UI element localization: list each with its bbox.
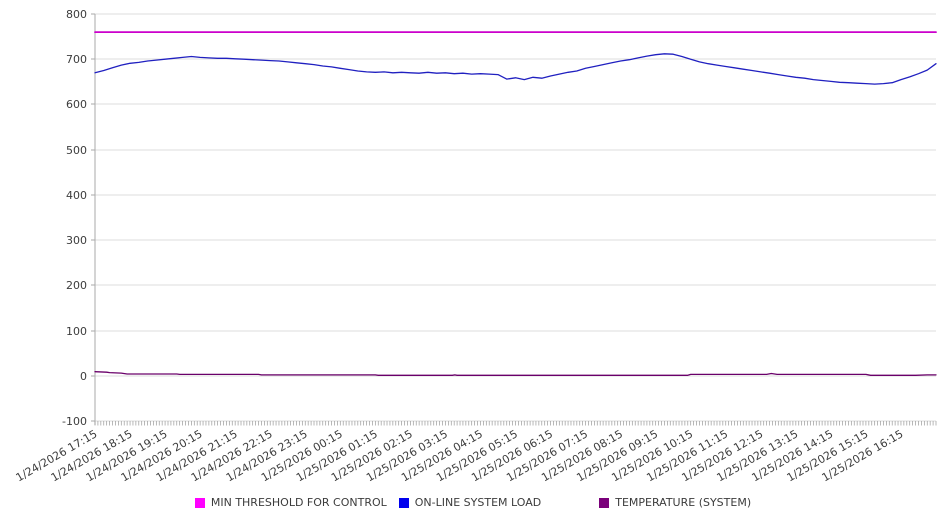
legend-label-min-threshold: MIN THRESHOLD FOR CONTROL <box>210 496 387 509</box>
svg-text:500: 500 <box>66 144 87 157</box>
x-minor-ticks <box>94 421 937 426</box>
svg-text:100: 100 <box>66 325 87 338</box>
chart-area: 800 700 600 500 400 300 200 100 0 -100 1/24/2026 1… <box>14 8 937 484</box>
svg-text:400: 400 <box>66 189 87 202</box>
y-tick-marks <box>91 13 95 422</box>
legend-label-temperature: TEMPERATURE (SYSTEM) <box>615 496 752 509</box>
y-tick-labels: 800 700 600 500 400 300 200 100 0 -100 <box>62 8 87 428</box>
legend-label-system-load: ON-LINE SYSTEM LOAD <box>414 496 542 509</box>
svg-text:700: 700 <box>66 53 87 66</box>
legend-item-temperature: TEMPERATURE (SYSTEM) <box>599 496 751 509</box>
legend-item-min-threshold: MIN THRESHOLD FOR CONTROL <box>194 496 387 509</box>
svg-text:800: 800 <box>66 8 87 21</box>
legend-swatch-min-threshold <box>194 497 205 508</box>
svg-text:0: 0 <box>80 370 87 383</box>
svg-text:-100: -100 <box>62 415 87 428</box>
legend-item-system-load: ON-LINE SYSTEM LOAD <box>398 496 542 509</box>
series-line-temperature-system <box>94 371 937 376</box>
svg-text:600: 600 <box>66 98 87 111</box>
y-gridlines <box>95 13 936 422</box>
series-line-on-line-system-load <box>94 53 937 85</box>
x-tick-labels: 1/24/2026 17:151/24/2026 18:151/24/2026 … <box>14 427 906 484</box>
legend-swatch-system-load <box>398 497 409 508</box>
legend-swatch-temperature <box>599 497 610 508</box>
svg-text:300: 300 <box>66 234 87 247</box>
chart-legend: MIN THRESHOLD FOR CONTROL ON-LINE SYSTEM… <box>0 496 946 509</box>
svg-text:200: 200 <box>66 279 87 292</box>
